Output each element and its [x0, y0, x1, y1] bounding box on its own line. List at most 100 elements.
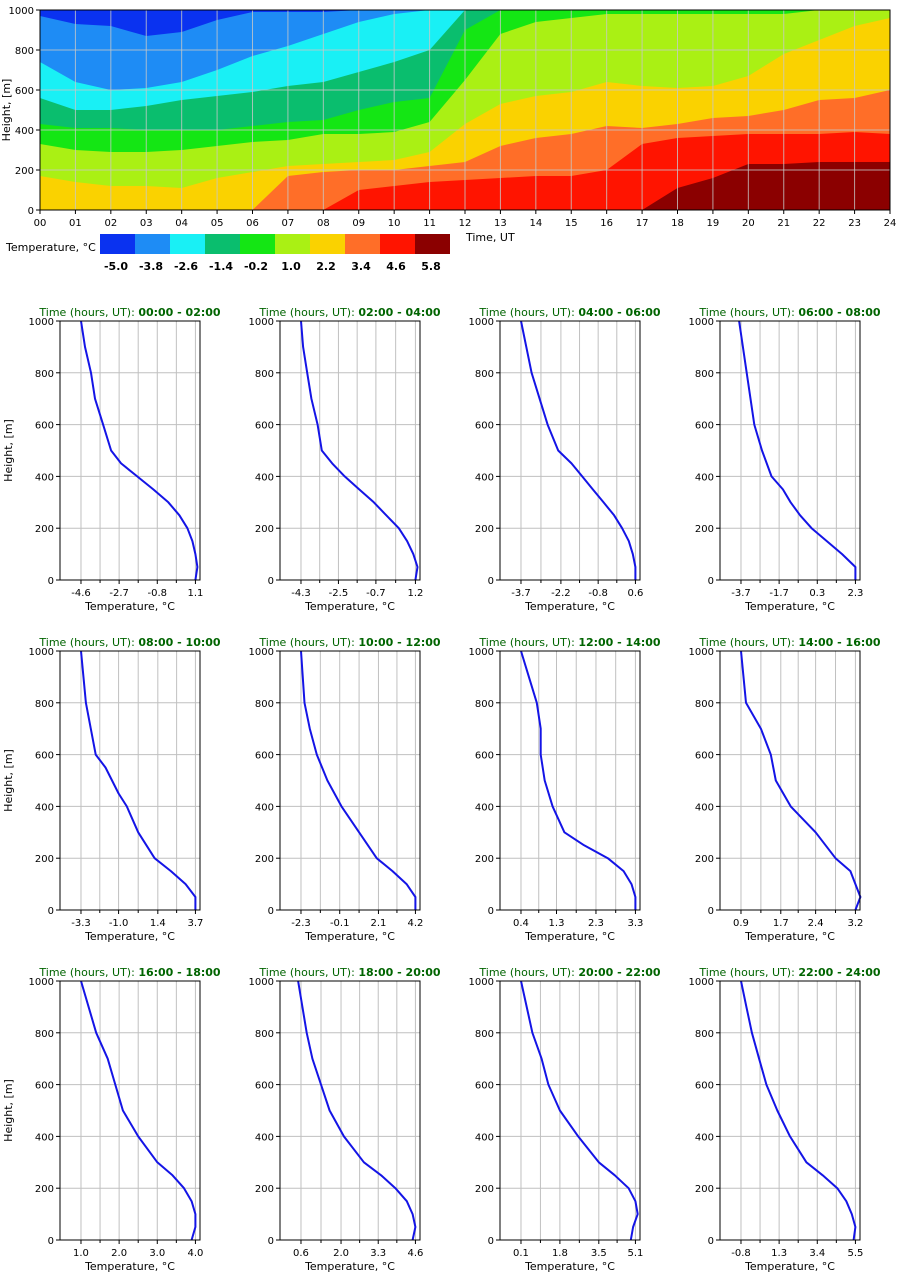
- profile-x-tick-label: 2.1: [370, 918, 386, 929]
- heatmap-x-tick-label: 14: [529, 218, 542, 229]
- heatmap-x-tick-label: 21: [777, 218, 790, 229]
- profile-y-tick-label: 0: [708, 576, 714, 587]
- profile-y-tick-label: 400: [475, 1132, 494, 1143]
- profile-y-tick-label: 1000: [469, 317, 494, 328]
- temperature-profile-line: [520, 980, 639, 1241]
- heatmap-x-tick-label: 11: [423, 218, 436, 229]
- profile-y-tick-label: 600: [35, 751, 54, 762]
- profile-y-tick-label: 800: [475, 1029, 494, 1040]
- profile-x-tick-label: -3.7: [731, 588, 751, 599]
- colorbar-tick-label: -1.4: [209, 260, 233, 273]
- heatmap-y-tick-label: 800: [15, 46, 34, 57]
- profile-xlabel: Temperature, °C: [304, 1260, 395, 1273]
- profile-x-tick-label: -4.6: [71, 588, 91, 599]
- colorbar-swatch: [205, 234, 240, 254]
- profile-title: Time (hours, UT): 14:00 - 16:00: [698, 636, 881, 649]
- profile-x-tick-label: 1.1: [187, 588, 203, 599]
- profile-y-tick-label: 800: [695, 699, 714, 710]
- profile-y-tick-label: 400: [35, 802, 54, 813]
- colorbar-tick-label: -2.6: [174, 260, 198, 273]
- profile-y-tick-label: 400: [35, 1132, 54, 1143]
- profile-x-tick-label: 5.5: [847, 1248, 863, 1259]
- profile-x-tick-label: -1.7: [769, 588, 789, 599]
- profile-x-tick-label: 3.7: [187, 918, 203, 929]
- profile-y-tick-label: 400: [255, 1132, 274, 1143]
- profile-panel: 0 200 400 600 800 1000 -3.7 -1.7 0.3 2.3 Time (hou…: [689, 306, 881, 613]
- heatmap-x-tick-label: 03: [140, 218, 153, 229]
- profile-y-tick-label: 600: [35, 421, 54, 432]
- profile-y-tick-label: 600: [255, 1081, 274, 1092]
- profile-x-tick-label: 2.0: [111, 1248, 127, 1259]
- profile-x-tick-label: -0.8: [588, 588, 608, 599]
- profile-y-tick-label: 0: [268, 906, 274, 917]
- profile-y-tick-label: 800: [35, 699, 54, 710]
- profile-y-tick-label: 400: [695, 1132, 714, 1143]
- profile-title: Time (hours, UT): 22:00 - 24:00: [698, 966, 881, 979]
- profile-title: Time (hours, UT): 16:00 - 18:00: [38, 966, 221, 979]
- profile-panel: 0 200 400 600 800 1000 -4.3 -2.5 -0.7 1.2 Time (ho…: [249, 306, 441, 613]
- heatmap-frame: [39, 9, 891, 211]
- profile-y-tick-label: 1000: [469, 647, 494, 658]
- profile-y-tick-label: 800: [35, 1029, 54, 1040]
- profile-frame: [59, 650, 201, 911]
- profile-x-tick-label: -2.7: [109, 588, 129, 599]
- profile-x-tick-label: 0.3: [809, 588, 825, 599]
- profile-x-tick-label: -2.5: [329, 588, 349, 599]
- profile-frame: [719, 980, 861, 1241]
- temperature-profile-line: [738, 320, 857, 580]
- profile-panel: 0 200 400 600 800 1000 -3.3 -1.0 1.4 3.7 Time (hou…: [2, 636, 221, 943]
- heatmap-x-tick-label: 12: [459, 218, 472, 229]
- profile-y-tick-label: 400: [475, 472, 494, 483]
- heatmap-x-tick-label: 22: [813, 218, 826, 229]
- profile-y-tick-label: 600: [255, 421, 274, 432]
- heatmap-xlabel: Time, UT: [465, 231, 515, 244]
- profile-y-tick-label: 600: [475, 751, 494, 762]
- profile-xlabel: Temperature, °C: [744, 1260, 835, 1273]
- profile-y-tick-label: 200: [35, 1184, 54, 1195]
- temperature-profile-line: [297, 980, 417, 1241]
- profile-title: Time (hours, UT): 04:00 - 06:00: [478, 306, 661, 319]
- heatmap-y-tick-label: 1000: [9, 6, 34, 17]
- profile-frame: [59, 320, 201, 581]
- heatmap-x-tick-label: 18: [671, 218, 684, 229]
- profile-frame: [719, 650, 861, 911]
- profile-y-tick-label: 0: [48, 1236, 54, 1247]
- colorbar: Temperature, °C -5.0 -3.8 -2.6 -1.4 -0.2 1.0 2.…: [5, 234, 450, 273]
- heatmap-x-tick-label: 06: [246, 218, 259, 229]
- profile-y-tick-label: 0: [488, 576, 494, 587]
- heatmap-y-tick-label: 200: [15, 166, 34, 177]
- profile-y-tick-label: 600: [35, 1081, 54, 1092]
- profile-y-tick-label: 800: [255, 699, 274, 710]
- temperature-profile-line: [520, 320, 637, 580]
- profile-y-tick-label: 800: [255, 1029, 274, 1040]
- profile-panel: 0 200 400 600 800 1000 -3.7 -2.2 -0.8 0.6 Time (ho…: [469, 306, 661, 613]
- profile-y-tick-label: 400: [255, 472, 274, 483]
- profile-xlabel: Temperature, °C: [304, 600, 395, 613]
- colorbar-tick-label: -0.2: [244, 260, 268, 273]
- profile-y-tick-label: 1000: [249, 317, 274, 328]
- colorbar-label: Temperature, °C: [5, 241, 96, 254]
- profile-panel: 0 200 400 600 800 1000 0.4 1.3 2.3 3.3 Time (hours…: [469, 636, 661, 943]
- profile-frame: [279, 320, 421, 581]
- profile-y-tick-label: 1000: [29, 977, 54, 988]
- profile-title: Time (hours, UT): 20:00 - 22:00: [478, 966, 661, 979]
- profile-y-tick-label: 0: [708, 906, 714, 917]
- profile-x-tick-label: 0.4: [513, 918, 529, 929]
- heatmap-x-tick-label: 00: [34, 218, 47, 229]
- heatmap-x-tick-label: 23: [848, 218, 861, 229]
- profile-y-tick-label: 400: [35, 472, 54, 483]
- heatmap-x-tick-label: 17: [636, 218, 649, 229]
- heatmap-x-tick-label: 13: [494, 218, 507, 229]
- profile-x-tick-label: 1.2: [407, 588, 423, 599]
- profile-y-tick-label: 1000: [689, 647, 714, 658]
- profile-x-tick-label: 0.9: [733, 918, 749, 929]
- profile-x-tick-label: -0.8: [731, 1248, 751, 1259]
- colorbar-tick-label: 4.6: [386, 260, 406, 273]
- profile-y-tick-label: 0: [488, 906, 494, 917]
- profile-x-tick-label: 0.1: [513, 1248, 529, 1259]
- colorbar-swatch: [100, 234, 135, 254]
- profile-xlabel: Temperature, °C: [84, 1260, 175, 1273]
- profile-y-tick-label: 200: [255, 854, 274, 865]
- profile-xlabel: Temperature, °C: [524, 930, 615, 943]
